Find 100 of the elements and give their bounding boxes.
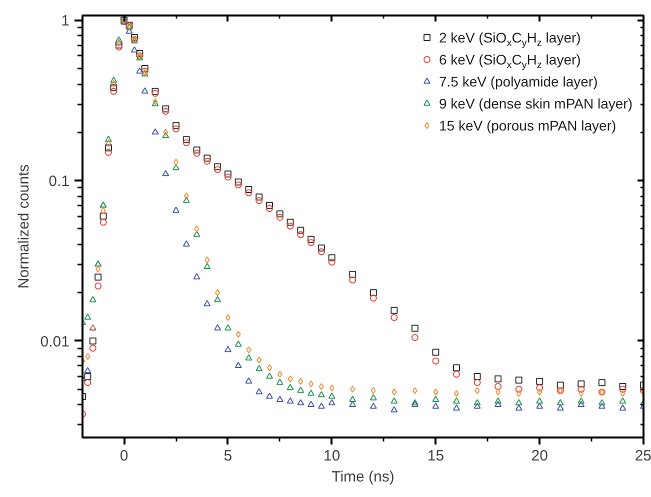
point [619, 404, 626, 411]
point [536, 402, 544, 409]
point [162, 132, 170, 138]
point [308, 400, 315, 407]
point [390, 397, 398, 404]
point [130, 46, 138, 52]
point [619, 382, 626, 390]
point [474, 402, 481, 409]
point [234, 181, 242, 188]
point [318, 248, 325, 256]
point [110, 76, 118, 83]
point [286, 384, 294, 390]
point [288, 375, 293, 382]
point [162, 105, 170, 112]
point [474, 379, 481, 386]
point [204, 256, 210, 264]
point [578, 397, 585, 404]
point [349, 396, 356, 402]
point [110, 84, 118, 92]
point [172, 164, 180, 170]
point [162, 170, 170, 176]
point [224, 324, 232, 330]
point [453, 370, 460, 378]
point [110, 88, 118, 95]
point [286, 218, 294, 226]
point [370, 294, 377, 302]
point [496, 388, 501, 396]
point [256, 197, 263, 204]
point [411, 324, 418, 332]
point [256, 194, 263, 200]
point [318, 382, 324, 390]
point [370, 402, 377, 409]
point [494, 397, 502, 404]
point [537, 388, 542, 396]
point [245, 186, 252, 193]
point [245, 377, 252, 384]
point [556, 399, 564, 406]
point [163, 128, 168, 136]
point [578, 400, 585, 407]
point [370, 394, 377, 400]
point [182, 136, 190, 144]
point [328, 392, 336, 399]
point [234, 178, 242, 186]
point [204, 154, 211, 162]
point [276, 378, 284, 385]
point [308, 236, 315, 243]
point [516, 390, 522, 398]
legend-label: 15 keV (porous mPAN layer) [439, 118, 616, 134]
point [234, 340, 242, 347]
point [494, 383, 502, 390]
point [204, 262, 211, 270]
point [453, 397, 460, 404]
point [225, 314, 230, 322]
point [245, 189, 252, 196]
point [328, 254, 336, 262]
point [84, 373, 92, 380]
point [104, 148, 112, 156]
point [100, 207, 106, 214]
point [494, 400, 502, 407]
point [104, 136, 112, 142]
x-tick-label: 25 [634, 448, 651, 464]
point [182, 139, 190, 146]
point [598, 402, 606, 409]
point [620, 390, 626, 398]
point [392, 388, 397, 396]
y-tick-label: 1 [61, 12, 70, 30]
legend-label: 7.5 keV (polyamide layer) [439, 74, 598, 90]
point [85, 352, 90, 360]
point [84, 379, 92, 386]
point [619, 386, 626, 393]
point [432, 402, 440, 409]
point [266, 392, 273, 399]
point [104, 144, 112, 152]
point [214, 163, 222, 170]
point [214, 296, 222, 302]
point [433, 388, 438, 396]
point [432, 348, 440, 356]
point [276, 396, 284, 402]
point [246, 346, 252, 354]
point [318, 402, 325, 409]
point [214, 166, 222, 174]
point [318, 391, 325, 398]
point [297, 226, 304, 234]
point [256, 356, 262, 364]
point [172, 122, 180, 130]
point [182, 240, 190, 247]
point [84, 366, 92, 374]
point [276, 210, 284, 218]
point [297, 231, 304, 238]
point [94, 274, 102, 281]
point [193, 150, 200, 157]
point [152, 128, 159, 135]
y-axis-title: Normalized counts [15, 164, 32, 289]
point [308, 390, 315, 396]
point [141, 87, 148, 94]
point [84, 314, 92, 320]
point [245, 354, 252, 360]
point [266, 202, 273, 209]
point [329, 384, 334, 392]
point [298, 378, 304, 385]
